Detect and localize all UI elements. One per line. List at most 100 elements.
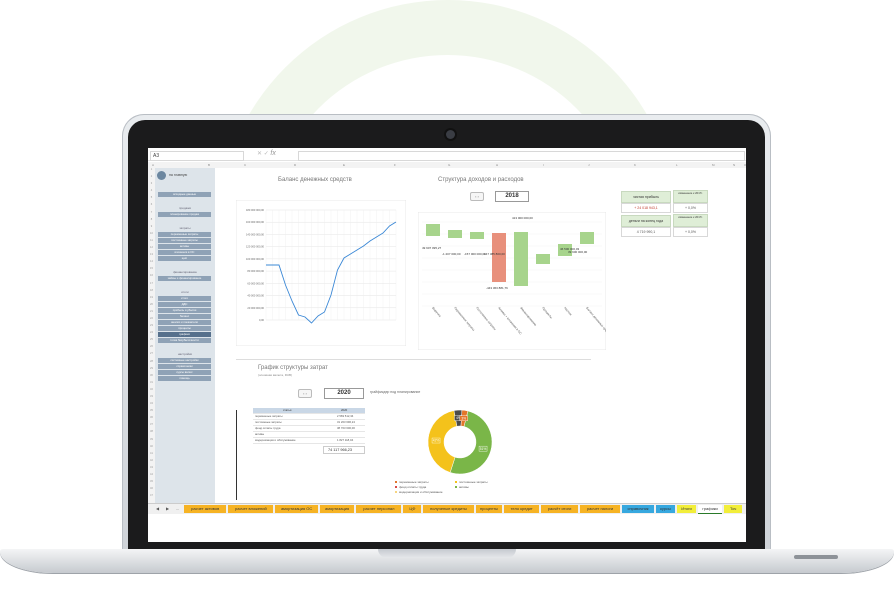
sheet-tab[interactable]: графики xyxy=(698,505,723,514)
row-header[interactable]: 17 xyxy=(150,281,153,285)
sheet-tab[interactable]: Итоги xyxy=(677,505,696,513)
column-header[interactable]: H xyxy=(496,163,499,167)
row-header[interactable]: 5 xyxy=(150,196,153,200)
row-header[interactable]: 6 xyxy=(150,203,153,207)
home-link[interactable]: на главную xyxy=(169,173,188,177)
row-header[interactable]: 3 xyxy=(150,182,153,186)
row-header[interactable]: 28 xyxy=(150,359,153,363)
sidebar-button[interactable]: планирование продаж xyxy=(158,212,211,217)
sheet-tab[interactable]: ЦФ xyxy=(403,505,422,513)
row-header[interactable]: 20 xyxy=(150,302,153,306)
row-header[interactable]: 33 xyxy=(150,395,153,398)
row-header[interactable]: 43 xyxy=(150,465,153,469)
row-header[interactable]: 42 xyxy=(150,458,153,462)
sidebar-button[interactable]: переменные затраты xyxy=(158,232,211,237)
sidebar-button[interactable]: ДДС xyxy=(158,302,211,307)
row-header[interactable]: 38 xyxy=(150,430,153,434)
sheet-tab[interactable]: полученые кредиты xyxy=(423,505,474,513)
year-spinner[interactable]: ‹ › xyxy=(470,192,484,201)
row-header[interactable]: 10 xyxy=(150,231,153,235)
row-header[interactable]: 29 xyxy=(150,366,153,370)
sheet-tab[interactable]: Точ xyxy=(724,505,743,513)
tab-prev-icon[interactable]: ◀ xyxy=(156,506,160,511)
sidebar-button[interactable]: помощь xyxy=(158,376,211,381)
row-header[interactable]: 25 xyxy=(150,338,153,342)
row-header[interactable]: 23 xyxy=(150,324,153,328)
formula-input[interactable] xyxy=(298,151,745,161)
row-header[interactable]: 26 xyxy=(150,345,153,349)
sheet-tab[interactable]: амортизация ОС xyxy=(275,505,318,513)
row-header[interactable]: 31 xyxy=(150,380,153,384)
sidebar-button[interactable]: курсы валют xyxy=(158,370,211,375)
row-header[interactable]: 46 xyxy=(150,487,153,491)
column-header[interactable]: J xyxy=(588,163,590,167)
row-header[interactable]: 32 xyxy=(150,387,153,391)
sidebar-button[interactable]: итоги xyxy=(158,296,211,301)
column-header[interactable]: G xyxy=(448,163,451,167)
row-header[interactable]: 13 xyxy=(150,253,153,257)
row-header[interactable]: 12 xyxy=(150,246,153,250)
structure-year[interactable]: 2018 xyxy=(495,191,529,202)
sidebar-button[interactable]: точка безубыточности xyxy=(158,338,211,343)
sheet-tab[interactable]: расчёт итоги xyxy=(541,505,579,513)
row-header[interactable]: 16 xyxy=(150,274,153,278)
column-header[interactable]: N xyxy=(733,163,736,167)
column-header[interactable]: A xyxy=(152,163,155,167)
row-header[interactable]: 30 xyxy=(150,373,153,377)
tab-more-icon[interactable]: ... xyxy=(176,506,180,511)
row-header[interactable]: 11 xyxy=(150,238,153,242)
column-header[interactable]: L xyxy=(676,163,678,167)
row-header[interactable]: 24 xyxy=(150,331,153,335)
sidebar-button[interactable]: постоянные затраты xyxy=(158,238,211,243)
sidebar-button[interactable]: исходные данные xyxy=(158,192,211,197)
row-header[interactable]: 36 xyxy=(150,416,153,420)
row-header[interactable]: 19 xyxy=(150,295,153,299)
tab-next-icon[interactable]: ▶ xyxy=(166,506,170,511)
row-header[interactable]: 1 xyxy=(150,168,153,171)
logo-icon[interactable] xyxy=(157,171,166,180)
row-header[interactable]: 35 xyxy=(150,409,153,413)
sheet-tab[interactable]: справочник xyxy=(622,505,654,513)
row-header[interactable]: 2 xyxy=(150,175,153,179)
column-header[interactable]: K xyxy=(634,163,637,167)
sidebar-button[interactable]: займы и финансирование xyxy=(158,276,211,281)
row-header[interactable]: 27 xyxy=(150,352,153,356)
row-header[interactable]: 7 xyxy=(150,210,153,214)
sidebar-button[interactable]: системные настройки xyxy=(158,358,211,363)
sheet-tab[interactable]: курсы xyxy=(656,505,675,513)
row-header[interactable]: 15 xyxy=(150,267,153,271)
sidebar-button[interactable]: баланс xyxy=(158,314,211,319)
sidebar-button[interactable]: графики xyxy=(158,332,211,337)
column-header[interactable]: C xyxy=(244,163,247,167)
cost-year[interactable]: 2020 xyxy=(324,388,364,399)
row-header[interactable]: 37 xyxy=(150,423,153,427)
row-header[interactable]: 39 xyxy=(150,437,153,441)
column-header[interactable]: D xyxy=(294,163,297,167)
name-box[interactable]: A3 xyxy=(150,151,244,161)
column-header[interactable]: E xyxy=(343,163,346,167)
row-header[interactable]: 9 xyxy=(150,224,153,228)
sidebar-button[interactable]: проценты xyxy=(158,326,211,331)
fx-icon[interactable]: ✕ ✓ fx xyxy=(257,150,276,157)
row-header[interactable]: 41 xyxy=(150,451,153,455)
sheet-tab[interactable]: расчет налоги xyxy=(580,505,620,513)
row-header[interactable]: 45 xyxy=(150,480,153,484)
sidebar-button[interactable]: прибыль и убытки xyxy=(158,308,211,313)
row-header[interactable]: 47 xyxy=(150,494,153,498)
sheet-tab[interactable]: проценты xyxy=(475,505,503,513)
column-header[interactable]: F xyxy=(394,163,396,167)
row-header[interactable]: 14 xyxy=(150,260,153,264)
sheet-tab[interactable]: расчет вложений xyxy=(228,505,274,513)
cost-year-spinner[interactable]: ‹ › xyxy=(298,389,312,398)
sidebar-button[interactable]: вложения в ОС xyxy=(158,250,211,255)
sidebar-button[interactable]: щип xyxy=(158,256,211,261)
row-header[interactable]: 44 xyxy=(150,473,153,477)
sidebar-button[interactable]: активы xyxy=(158,244,211,249)
column-header[interactable]: M xyxy=(712,163,715,167)
sidebar-button[interactable]: анализ и показатели xyxy=(158,320,211,325)
row-header[interactable]: 4 xyxy=(150,189,153,193)
row-header[interactable]: 22 xyxy=(150,316,153,320)
column-header[interactable]: I xyxy=(543,163,544,167)
column-header[interactable]: O xyxy=(744,163,746,167)
row-header[interactable]: 40 xyxy=(150,444,153,448)
